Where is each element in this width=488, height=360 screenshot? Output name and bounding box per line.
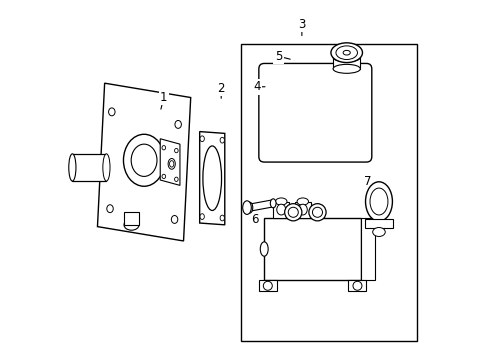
Ellipse shape — [284, 204, 301, 221]
Ellipse shape — [332, 53, 360, 62]
Ellipse shape — [335, 46, 357, 59]
Bar — [360, 218, 375, 280]
Ellipse shape — [352, 281, 361, 290]
Ellipse shape — [203, 146, 221, 211]
Bar — [124, 212, 139, 225]
Bar — [294, 202, 310, 218]
Polygon shape — [97, 83, 190, 241]
Bar — [72, 154, 106, 181]
Ellipse shape — [242, 201, 251, 215]
Bar — [273, 202, 289, 218]
Ellipse shape — [270, 199, 276, 208]
Ellipse shape — [123, 134, 164, 186]
Ellipse shape — [69, 154, 76, 181]
Ellipse shape — [220, 137, 224, 143]
Ellipse shape — [162, 174, 165, 179]
Ellipse shape — [369, 188, 387, 215]
Text: 1: 1 — [160, 91, 167, 104]
Ellipse shape — [174, 177, 178, 181]
Ellipse shape — [169, 161, 174, 167]
Ellipse shape — [312, 207, 322, 217]
Ellipse shape — [102, 154, 110, 181]
Ellipse shape — [332, 64, 360, 73]
Ellipse shape — [263, 281, 272, 290]
Ellipse shape — [298, 204, 306, 215]
Polygon shape — [258, 280, 276, 291]
Ellipse shape — [200, 136, 204, 141]
Ellipse shape — [162, 145, 165, 150]
Polygon shape — [348, 280, 366, 291]
Ellipse shape — [131, 144, 157, 176]
Ellipse shape — [287, 207, 298, 217]
Ellipse shape — [108, 108, 115, 116]
Ellipse shape — [175, 121, 181, 129]
Ellipse shape — [365, 182, 392, 221]
Ellipse shape — [124, 220, 139, 230]
Text: 6: 6 — [251, 213, 259, 226]
Ellipse shape — [372, 228, 385, 237]
Text: 4: 4 — [253, 80, 260, 93]
Ellipse shape — [276, 204, 285, 215]
Ellipse shape — [246, 202, 252, 213]
Polygon shape — [199, 132, 224, 225]
Polygon shape — [249, 200, 273, 211]
Ellipse shape — [200, 214, 204, 220]
Polygon shape — [160, 139, 180, 185]
Ellipse shape — [260, 242, 267, 256]
Bar — [365, 220, 392, 228]
Ellipse shape — [308, 204, 325, 221]
Ellipse shape — [220, 215, 224, 221]
Bar — [332, 57, 360, 69]
Bar — [241, 44, 416, 341]
Ellipse shape — [343, 50, 349, 55]
Text: 5: 5 — [274, 50, 282, 63]
Bar — [264, 218, 360, 280]
Ellipse shape — [174, 148, 178, 153]
Text: 7: 7 — [364, 175, 371, 188]
FancyBboxPatch shape — [258, 63, 371, 162]
Text: 2: 2 — [217, 82, 224, 95]
Ellipse shape — [106, 205, 113, 213]
Ellipse shape — [296, 198, 308, 205]
Ellipse shape — [275, 198, 286, 205]
Text: 3: 3 — [298, 18, 305, 31]
Ellipse shape — [330, 43, 362, 63]
Ellipse shape — [168, 158, 175, 169]
Ellipse shape — [171, 216, 178, 224]
